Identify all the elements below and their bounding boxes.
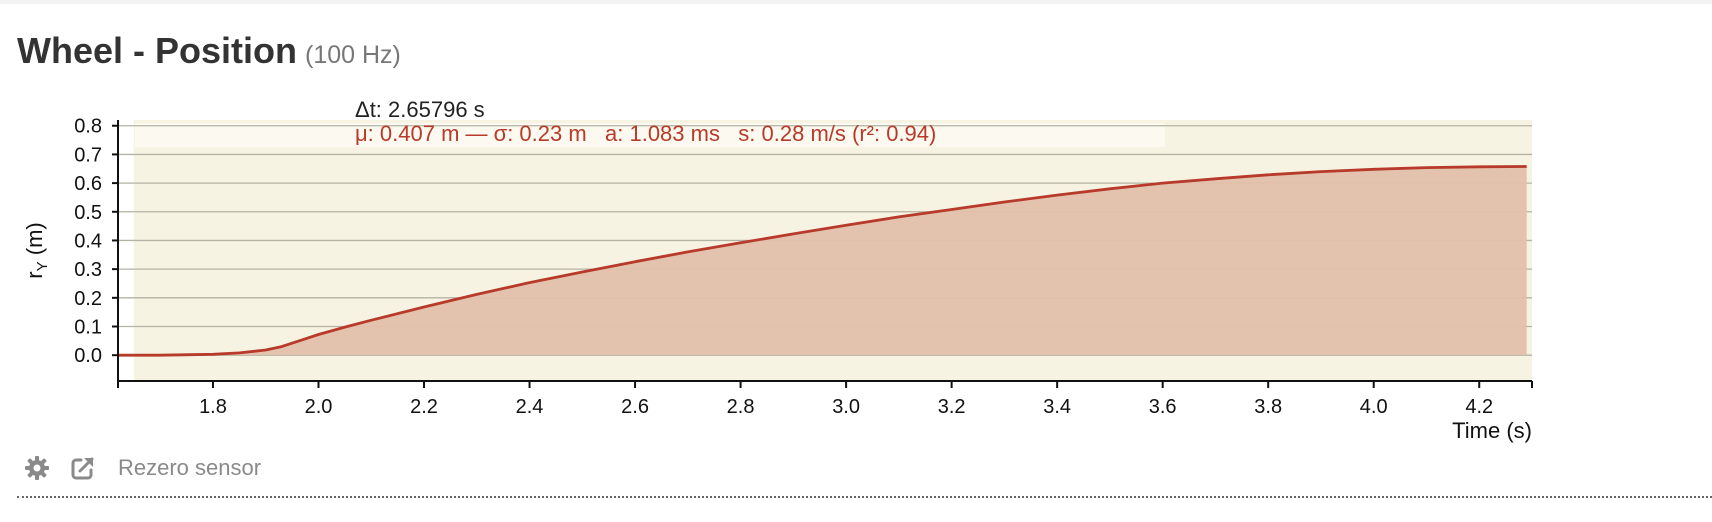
x-tick-label: 2.6 [621, 396, 649, 418]
x-tick-label: 3.6 [1149, 396, 1177, 418]
y-tick-label: 0.0 [74, 345, 102, 367]
data-layer [118, 165, 1527, 357]
y-tick-label: 0.4 [74, 230, 102, 252]
x-tick-label: 1.8 [199, 396, 227, 418]
x-tick-label: 2.0 [305, 396, 333, 418]
x-tick-label: 3.2 [938, 396, 966, 418]
stats-label: μ: 0.407 m — σ: 0.23 m a: 1.083 ms s: 0.… [355, 121, 936, 146]
axes: 0.0 0.1 0.2 0.3 0.4 0.5 0.6 0.7 0.8 1.8 2.0 2.2 2.4 2… [74, 116, 1533, 418]
sample-rate: (100 Hz) [305, 41, 401, 69]
x-tick-label: 4.0 [1360, 396, 1388, 418]
delta-t-label: Δt: 2.65796 s [355, 97, 485, 122]
y-tick-label: 0.2 [74, 288, 102, 310]
x-tick-label: 3.4 [1043, 396, 1071, 418]
x-tick-label: 4.2 [1465, 396, 1493, 418]
y-axis-label: rY (m) [22, 222, 51, 278]
position-chart[interactable]: 0.0 0.1 0.2 0.3 0.4 0.5 0.6 0.7 0.8 1.8 2.0 2.2 2.4 2… [0, 95, 1712, 445]
y-axis-label-unit: (m) [22, 222, 47, 261]
gear-icon[interactable] [24, 455, 50, 481]
rezero-sensor-button[interactable]: Rezero sensor [118, 455, 262, 480]
external-link-icon[interactable] [70, 455, 96, 481]
annotations: Time (s) rY (m) Δt: 2.65796 sμ: 0.407 m — … [22, 97, 1532, 443]
x-axis-label: Time (s) [1452, 418, 1532, 443]
section-divider [17, 496, 1712, 498]
series-line [118, 165, 1527, 357]
chart-title: Wheel - Position [17, 30, 298, 71]
x-tick-label: 3.8 [1254, 396, 1282, 418]
y-tick-label: 0.7 [74, 144, 102, 166]
series-area [118, 166, 1527, 356]
x-tick-label: 2.4 [516, 396, 544, 418]
chart-header: Wheel - Position (100 Hz) [17, 30, 401, 72]
y-tick-label: 0.3 [74, 259, 102, 281]
y-tick-label: 0.6 [74, 173, 102, 195]
y-axis-label-subscript: Y [34, 261, 51, 271]
x-tick-label: 3.0 [832, 396, 860, 418]
stats-box [135, 123, 1165, 147]
y-tick-label: 0.5 [74, 202, 102, 224]
x-tick-label: 2.2 [410, 396, 438, 418]
x-tick-label: 2.8 [727, 396, 755, 418]
top-border [0, 0, 1712, 4]
chart-toolbar: Rezero sensor [24, 455, 261, 481]
y-tick-label: 0.8 [74, 116, 102, 138]
y-tick-label: 0.1 [74, 317, 102, 339]
